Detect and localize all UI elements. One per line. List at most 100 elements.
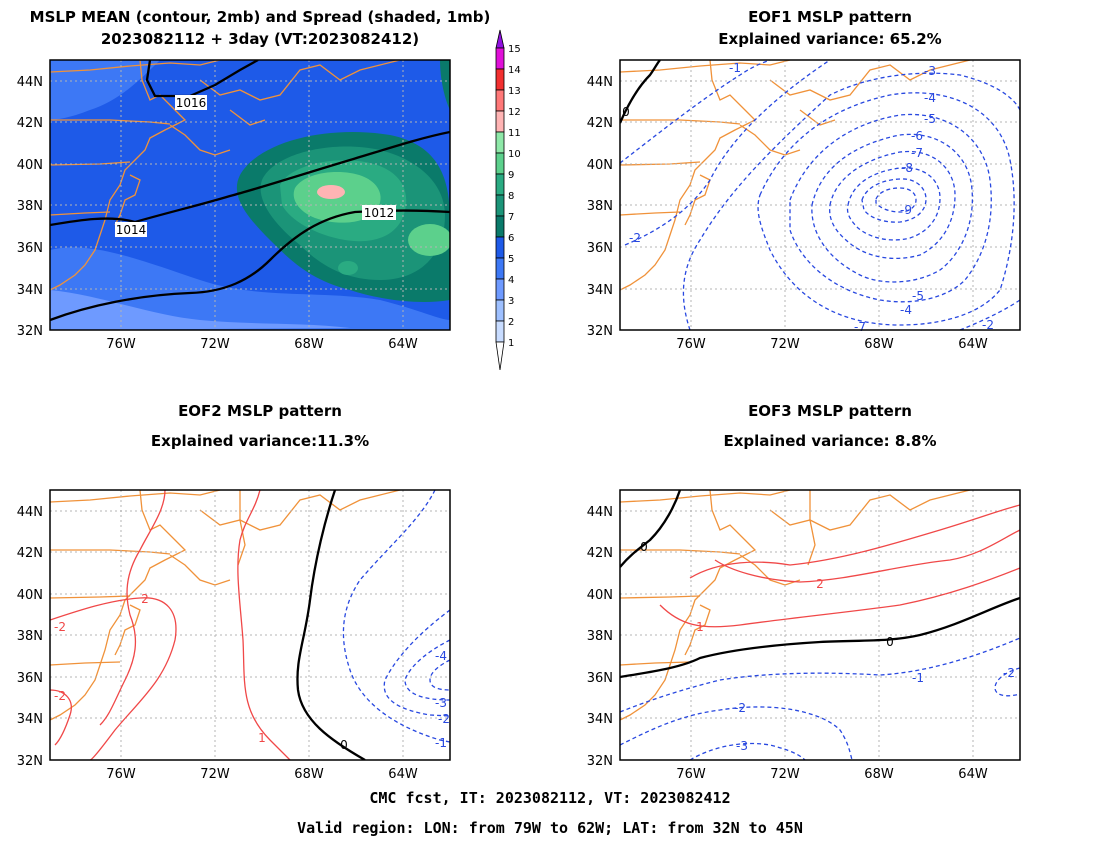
colorbar-label: 4 bbox=[508, 275, 514, 286]
contour-label: -8 bbox=[901, 161, 913, 175]
colorbar-label: 1 bbox=[508, 338, 514, 349]
title-line: Explained variance:11.3% bbox=[150, 432, 370, 450]
grid-panel-2 bbox=[620, 60, 1020, 330]
contour-label: -5 bbox=[924, 112, 936, 126]
eof2-contours bbox=[50, 490, 450, 760]
eof3-zero-contour bbox=[620, 596, 1020, 679]
colorbar-cell bbox=[495, 299, 505, 322]
lat-tick-label: 44N bbox=[17, 75, 43, 90]
contour-label: -2 bbox=[1003, 666, 1015, 680]
map-frame-4 bbox=[619, 489, 1021, 761]
spread-colorbar bbox=[495, 29, 505, 371]
lat-tick-label: 44N bbox=[587, 505, 613, 520]
eof3-contour-labels: 0 2 1 0 -1 -2 -3 -2 bbox=[640, 540, 1015, 753]
contour-label: -4 bbox=[924, 91, 936, 105]
panel-1-title: MSLP MEAN (contour, 2mb) and Spread (sha… bbox=[0, 8, 520, 48]
contour-label: -7 bbox=[911, 146, 923, 160]
map-frame-2 bbox=[619, 59, 1021, 331]
lon-tick-label: 72W bbox=[200, 337, 230, 352]
map-frame-1 bbox=[49, 59, 451, 331]
lat-tick-label: 34N bbox=[587, 283, 613, 298]
contour-label: -2 bbox=[54, 689, 66, 703]
lon-tick-label: 64W bbox=[958, 767, 988, 782]
lon-tick-label: 68W bbox=[294, 337, 324, 352]
eof3-contours bbox=[620, 490, 1020, 760]
spread-shade-level-4 bbox=[50, 247, 450, 330]
colorbar-cell bbox=[495, 131, 505, 154]
lat-tick-label: 36N bbox=[587, 241, 613, 256]
spread-shade-level-8-south bbox=[338, 261, 358, 275]
contour-label: -3 bbox=[435, 696, 447, 710]
contour-label: -3 bbox=[736, 739, 748, 753]
lat-tick-label: 38N bbox=[17, 199, 43, 214]
spread-shade-level-3 bbox=[50, 290, 350, 330]
lon-tick-label: 68W bbox=[294, 767, 324, 782]
lat-tick-label: 38N bbox=[587, 199, 613, 214]
eof2-zero-contour bbox=[296, 490, 366, 760]
contour-label: -7 bbox=[854, 320, 866, 334]
lat-tick-label: 38N bbox=[587, 629, 613, 644]
contour-label: -1 bbox=[729, 61, 741, 75]
spread-shade-level-6-ne bbox=[440, 60, 450, 110]
colorbar-cell bbox=[495, 68, 505, 91]
contour-label: -6 bbox=[911, 129, 923, 143]
eof2-contour-labels: -2 2 -2 1 0 -4 -3 -2 -1 bbox=[54, 592, 450, 752]
lon-tick-label: 76W bbox=[676, 337, 706, 352]
contour-label: 0 bbox=[340, 738, 348, 752]
contour-label: -5 bbox=[912, 289, 924, 303]
spread-shade-level-4 bbox=[50, 60, 160, 120]
map-frame-3 bbox=[49, 489, 451, 761]
lat-tick-label: 34N bbox=[587, 712, 613, 727]
colorbar-label: 3 bbox=[508, 296, 514, 307]
lat-tick-label: 34N bbox=[17, 712, 43, 727]
contour-label: -2 bbox=[438, 712, 450, 726]
coastlines-panel-4 bbox=[620, 490, 971, 721]
colorbar-label: 5 bbox=[508, 254, 514, 265]
lat-tick-label: 32N bbox=[587, 754, 613, 769]
colorbar-label: 9 bbox=[508, 170, 514, 181]
colorbar-label: 10 bbox=[508, 149, 521, 160]
lat-tick-label: 40N bbox=[587, 588, 613, 603]
contour-label: 1016 bbox=[176, 96, 207, 110]
title-line: MSLP MEAN (contour, 2mb) and Spread (sha… bbox=[29, 8, 491, 26]
lon-tick-label: 76W bbox=[106, 337, 136, 352]
lat-tick-label: 36N bbox=[17, 671, 43, 686]
panel-2-title: EOF1 MSLP pattern Explained variance: 65… bbox=[620, 8, 1040, 48]
lon-tick-label: 64W bbox=[958, 337, 988, 352]
contour-label: 0 bbox=[886, 635, 894, 649]
colorbar-labels: 15 14 13 12 11 10 9 8 7 6 5 4 3 2 1 bbox=[508, 44, 521, 349]
contour-label: -9 bbox=[900, 203, 912, 217]
contour-label: -3 bbox=[924, 64, 936, 78]
colorbar-cell bbox=[495, 236, 505, 259]
lon-tick-label: 68W bbox=[864, 337, 894, 352]
lat-tick-label: 32N bbox=[587, 324, 613, 339]
colorbar-cell bbox=[495, 320, 505, 343]
lat-tick-label: 34N bbox=[17, 283, 43, 298]
colorbar-cell bbox=[495, 194, 505, 217]
colorbar-under-arrow bbox=[495, 341, 505, 371]
lon-tick-label: 68W bbox=[864, 767, 894, 782]
contour-label: -2 bbox=[54, 620, 66, 634]
lon-tick-label: 64W bbox=[388, 767, 418, 782]
contour-label: 1012 bbox=[364, 206, 395, 220]
colorbar-cell bbox=[495, 110, 505, 133]
lat-tick-label: 36N bbox=[587, 671, 613, 686]
lat-tick-label: 36N bbox=[17, 241, 43, 256]
footer-valid-region: Valid region: LON: from 79W to 62W; LAT:… bbox=[297, 819, 803, 837]
lat-tick-label: 32N bbox=[17, 324, 43, 339]
footer-forecast-info: CMC fcst, IT: 2023082112, VT: 2023082412 bbox=[369, 789, 731, 807]
title-line: EOF2 MSLP pattern bbox=[178, 402, 342, 420]
contour-label: -1 bbox=[435, 736, 447, 750]
contour-label: 1 bbox=[258, 731, 266, 745]
colorbar-label: 14 bbox=[508, 65, 521, 76]
title-line: 2023082112 + 3day (VT:2023082412) bbox=[100, 30, 420, 48]
contour-label: 1 bbox=[696, 620, 704, 634]
colorbar-cell bbox=[495, 215, 505, 238]
lat-tick-label: 38N bbox=[17, 629, 43, 644]
lat-tick-label: 42N bbox=[17, 546, 43, 561]
lat-tick-label: 42N bbox=[17, 116, 43, 131]
lon-tick-label: 72W bbox=[770, 337, 800, 352]
contour-label: -2 bbox=[982, 318, 994, 332]
eof1-contour-labels: 0 -1 -2 -3 -4 -5 -6 -7 -8 -9 -5 -4 -7 -2 bbox=[622, 61, 994, 334]
